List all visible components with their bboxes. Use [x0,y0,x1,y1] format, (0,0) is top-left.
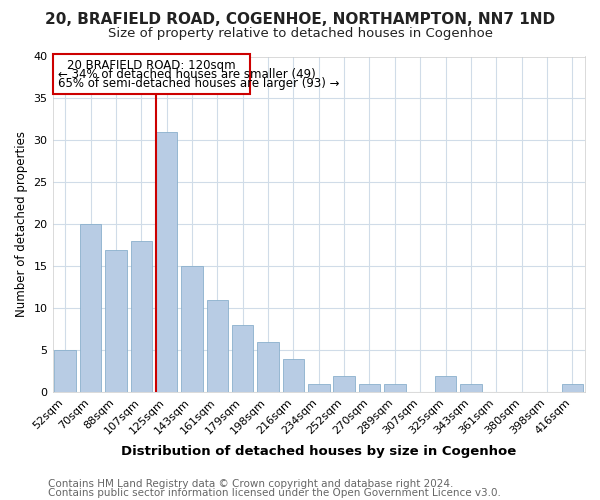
Text: 20, BRAFIELD ROAD, COGENHOE, NORTHAMPTON, NN7 1ND: 20, BRAFIELD ROAD, COGENHOE, NORTHAMPTON… [45,12,555,28]
Bar [55,350,76,393]
Bar [562,384,583,392]
FancyBboxPatch shape [53,54,250,94]
Text: Contains HM Land Registry data © Crown copyright and database right 2024.: Contains HM Land Registry data © Crown c… [48,479,454,489]
Bar [334,376,355,392]
Bar [156,132,178,392]
Bar [181,266,203,392]
Bar [232,325,253,392]
Bar [460,384,482,392]
Bar [80,224,101,392]
Text: 20 BRAFIELD ROAD: 120sqm: 20 BRAFIELD ROAD: 120sqm [67,59,236,72]
Bar [131,241,152,392]
Bar [257,342,279,392]
Bar [384,384,406,392]
Y-axis label: Number of detached properties: Number of detached properties [15,132,28,318]
Bar [105,250,127,392]
Bar [435,376,457,392]
Text: Size of property relative to detached houses in Cogenhoe: Size of property relative to detached ho… [107,28,493,40]
Bar [206,300,228,392]
Text: Contains public sector information licensed under the Open Government Licence v3: Contains public sector information licen… [48,488,501,498]
Text: ← 34% of detached houses are smaller (49): ← 34% of detached houses are smaller (49… [58,68,316,81]
Bar [359,384,380,392]
X-axis label: Distribution of detached houses by size in Cogenhoe: Distribution of detached houses by size … [121,444,517,458]
Text: 65% of semi-detached houses are larger (93) →: 65% of semi-detached houses are larger (… [58,77,340,90]
Bar [283,358,304,392]
Bar [308,384,329,392]
